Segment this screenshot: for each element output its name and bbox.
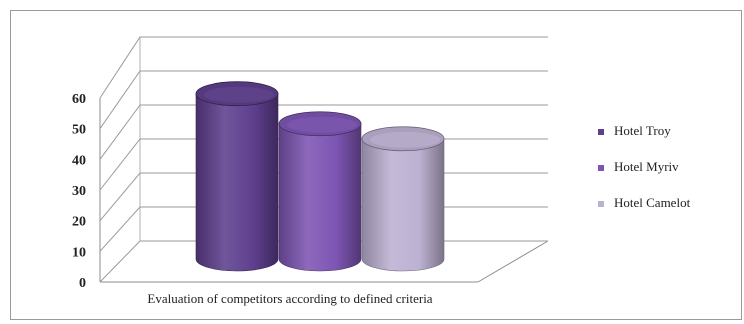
bar-hotel-camelot	[361, 126, 445, 272]
legend-item: Hotel Myriv	[598, 159, 679, 174]
y-tick-label: 40	[72, 153, 86, 168]
y-tick-label: 0	[79, 276, 86, 291]
cylinder-top-highlight	[370, 131, 440, 148]
legend-label: Hotel Myriv	[614, 159, 679, 174]
cylinder-body	[361, 138, 445, 272]
gridline	[99, 36, 548, 99]
legend-item: Hotel Camelot	[598, 195, 691, 210]
bars	[195, 81, 445, 272]
cylinder-top-highlight	[287, 116, 357, 133]
y-tick-label: 50	[72, 123, 86, 138]
floor-right-edge	[477, 240, 549, 283]
legend: Hotel Troy Hotel Myriv Hotel Camelot	[598, 123, 691, 210]
legend-swatch	[598, 201, 604, 207]
cylinder-top-highlight	[204, 86, 274, 103]
bar-hotel-troy	[195, 81, 279, 272]
gridline	[99, 104, 548, 160]
legend-label: Hotel Camelot	[614, 195, 691, 210]
bar-hotel-myriv	[278, 111, 362, 272]
legend-label: Hotel Troy	[614, 123, 671, 138]
x-axis-labels: Evaluation of competitors according to d…	[147, 291, 432, 306]
y-axis-ticks: 0 10 20 30 40 50 60	[72, 92, 86, 291]
gridline	[99, 70, 548, 129]
legend-swatch	[598, 129, 604, 135]
y-tick-label: 30	[72, 184, 86, 199]
legend-swatch	[598, 165, 604, 171]
cylinder-body	[195, 93, 279, 272]
y-tick-label: 10	[72, 245, 86, 260]
legend-item: Hotel Troy	[598, 123, 671, 138]
y-tick-label: 60	[72, 92, 86, 107]
cylinder-body	[278, 123, 362, 272]
y-tick-label: 20	[72, 215, 86, 230]
x-category-label: Evaluation of competitors according to d…	[147, 291, 432, 306]
